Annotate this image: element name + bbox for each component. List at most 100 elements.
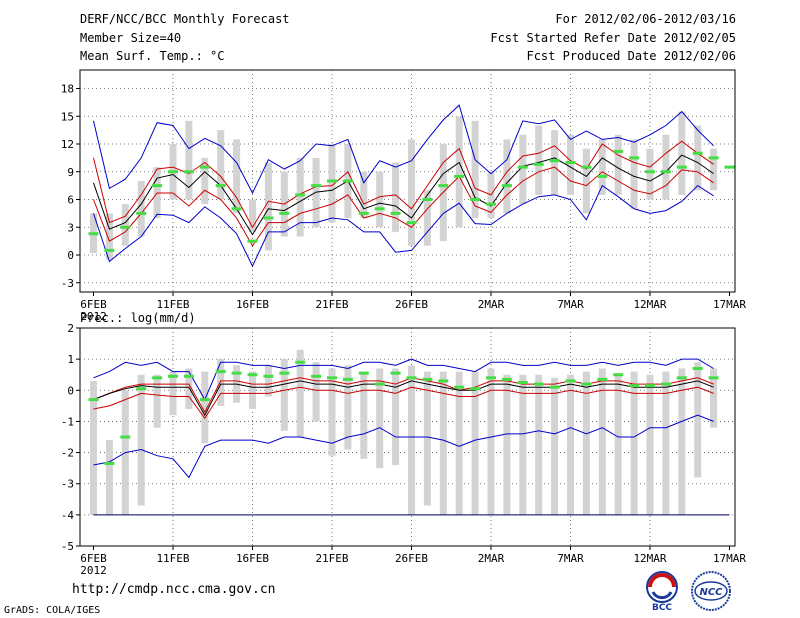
- observation-marker: [581, 382, 592, 386]
- observation-marker: [152, 376, 163, 380]
- x-tick-label: 21FEB: [315, 298, 348, 311]
- y-tick-label: 15: [61, 110, 74, 123]
- observation-marker: [183, 170, 194, 174]
- spread-box: [535, 374, 543, 515]
- observation-marker: [120, 435, 131, 439]
- observation-marker: [374, 207, 385, 211]
- observation-marker: [263, 374, 274, 378]
- x-tick-label: 2MAR: [478, 552, 505, 565]
- series-spread-low: [93, 166, 714, 247]
- observation-marker: [581, 165, 592, 169]
- observation-marker: [676, 165, 687, 169]
- spread-box: [519, 374, 527, 515]
- spread-box: [614, 134, 622, 195]
- observation-marker: [422, 198, 433, 201]
- series-spread-low: [93, 386, 714, 420]
- spread-box: [264, 365, 272, 397]
- spread-box: [153, 374, 161, 428]
- forecast-started-date: Fcst Started Refer Date 2012/02/05: [490, 31, 736, 45]
- y-tick-label: -3: [61, 478, 74, 491]
- spread-box: [455, 371, 463, 515]
- observation-marker: [470, 198, 481, 201]
- observation-marker: [454, 385, 465, 389]
- y-tick-label: -1: [61, 415, 74, 428]
- observation-marker: [390, 371, 401, 375]
- spread-box: [423, 190, 431, 246]
- x-tick-label: 11FEB: [156, 298, 189, 311]
- spread-box: [678, 368, 686, 515]
- observation-marker: [327, 179, 337, 183]
- observation-marker: [183, 374, 194, 378]
- y-tick-label: -4: [61, 509, 75, 522]
- spread-box: [582, 371, 590, 515]
- spread-box: [121, 204, 129, 246]
- observation-marker: [676, 376, 687, 380]
- x-tick-label: 21FEB: [315, 552, 348, 565]
- spread-box: [503, 374, 511, 515]
- series-spread-high: [93, 377, 714, 414]
- y-tick-label: 6: [67, 194, 74, 207]
- spread-box: [137, 374, 145, 506]
- observation-marker: [486, 202, 496, 206]
- spread-box: [567, 374, 574, 515]
- series-ensemble-min: [93, 184, 714, 268]
- spread-box: [185, 368, 193, 409]
- spread-box: [630, 139, 638, 209]
- observation-marker: [295, 360, 306, 364]
- observation-marker: [660, 170, 671, 174]
- observation-marker: [88, 232, 99, 236]
- spread-box: [408, 139, 415, 246]
- spread-box: [296, 349, 304, 437]
- observation-marker: [597, 377, 608, 381]
- observation-marker: [486, 376, 496, 380]
- observation-marker: [342, 377, 353, 381]
- x-tick-label: 26FEB: [395, 298, 428, 311]
- spread-box: [344, 365, 352, 450]
- observation-marker: [199, 398, 210, 402]
- y-tick-label: -2: [61, 447, 74, 460]
- spread-box: [519, 134, 527, 205]
- series-ensemble-mean: [93, 380, 714, 417]
- spread-box: [694, 362, 702, 478]
- observation-marker: [279, 211, 290, 215]
- spread-box: [551, 377, 559, 515]
- y-tick-label: 3: [67, 221, 74, 234]
- x-tick-label: 17MAR: [713, 298, 746, 311]
- plot-frame: [79, 69, 736, 293]
- spread-box: [217, 359, 225, 406]
- observation-marker: [549, 385, 560, 389]
- spread-box: [249, 371, 256, 409]
- spread-box: [328, 368, 336, 456]
- y-tick-label: 18: [61, 83, 74, 96]
- observation-marker: [342, 179, 353, 183]
- y-tick-label: -3: [61, 277, 74, 290]
- observation-marker: [358, 371, 369, 375]
- spread-box: [646, 374, 654, 515]
- y-tick-label: 0: [67, 384, 74, 397]
- precip-panel-label: Prec.: log(mm/d): [80, 311, 196, 325]
- x-tick-label: 16FEB: [236, 552, 269, 565]
- observation-marker: [454, 174, 465, 178]
- spread-box: [280, 359, 288, 431]
- x-tick-label: 12MAR: [633, 552, 666, 565]
- spread-box: [710, 368, 718, 428]
- spread-box: [503, 139, 511, 214]
- member-size: Member Size=40: [80, 31, 182, 45]
- x-tick-label: 7MAR: [557, 552, 584, 565]
- observation-marker: [708, 156, 719, 160]
- spread-box: [328, 144, 336, 223]
- observation-marker: [660, 382, 671, 386]
- spread-box: [264, 162, 272, 251]
- observation-marker: [374, 382, 385, 386]
- x-tick-label: 6FEB: [80, 298, 107, 311]
- series-ensemble-max: [93, 104, 714, 195]
- spread-box: [630, 371, 638, 515]
- observation-marker: [533, 382, 544, 386]
- spread-box: [408, 365, 415, 515]
- observation-marker: [565, 161, 576, 164]
- observation-marker: [88, 398, 99, 402]
- x-tick-label: 6FEB: [80, 552, 107, 565]
- observation-marker: [263, 216, 274, 220]
- observation-marker: [597, 174, 608, 178]
- spread-box: [105, 440, 113, 515]
